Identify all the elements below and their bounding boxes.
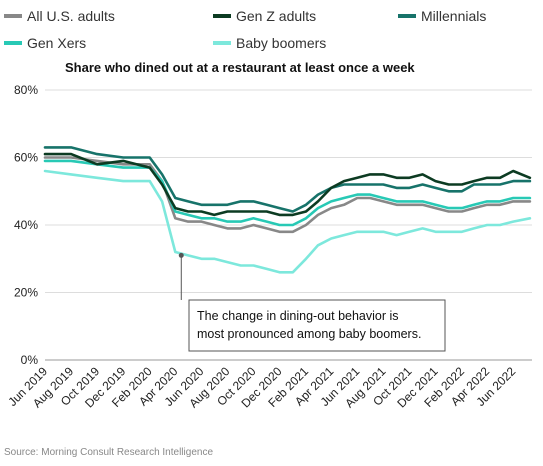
source-note: Source: Morning Consult Research Intelli… [4, 447, 213, 458]
annotation-marker [178, 252, 184, 258]
y-tick-label: 80% [14, 83, 38, 97]
y-tick-label: 60% [14, 151, 38, 165]
gridlines [45, 89, 532, 361]
series-line-all-u-s-adults [43, 156, 532, 234]
legend-item-millennials: Millennials [398, 8, 486, 24]
annotation-text-line-2: most pronounced among baby boomers. [197, 327, 421, 341]
annotation-text-line-1: The change in dining-out behavior is [197, 309, 399, 323]
legend-item-baby-boomers: Baby boomers [213, 35, 326, 51]
series-line-millennials [43, 146, 532, 213]
series-line-gen-z-adults [43, 152, 532, 217]
legend-label-all-us-adults: All U.S. adults [27, 8, 115, 24]
legend-item-gen-xers: Gen Xers [4, 35, 86, 51]
y-axis-ticks: 0% 20% 40% 60% 80% [14, 83, 38, 367]
series-lines [43, 146, 532, 274]
legend-label-millennials: Millennials [421, 8, 486, 24]
legend-item-gen-z-adults: Gen Z adults [213, 8, 316, 24]
legend: All U.S. adults Gen Z adults Millennials… [4, 8, 486, 51]
y-tick-label: 0% [21, 353, 39, 367]
legend-label-baby-boomers: Baby boomers [236, 35, 326, 51]
y-tick-label: 40% [14, 218, 38, 232]
annotation: The change in dining-out behavior is mos… [178, 252, 446, 352]
y-tick-label: 20% [14, 286, 38, 300]
annotation-box [188, 299, 446, 352]
legend-item-all-us-adults: All U.S. adults [4, 8, 115, 24]
series-line-baby-boomers [43, 169, 532, 274]
chart-title: Share who dined out at a restaurant at l… [65, 60, 415, 75]
legend-label-gen-z-adults: Gen Z adults [236, 8, 316, 24]
legend-label-gen-xers: Gen Xers [27, 35, 86, 51]
